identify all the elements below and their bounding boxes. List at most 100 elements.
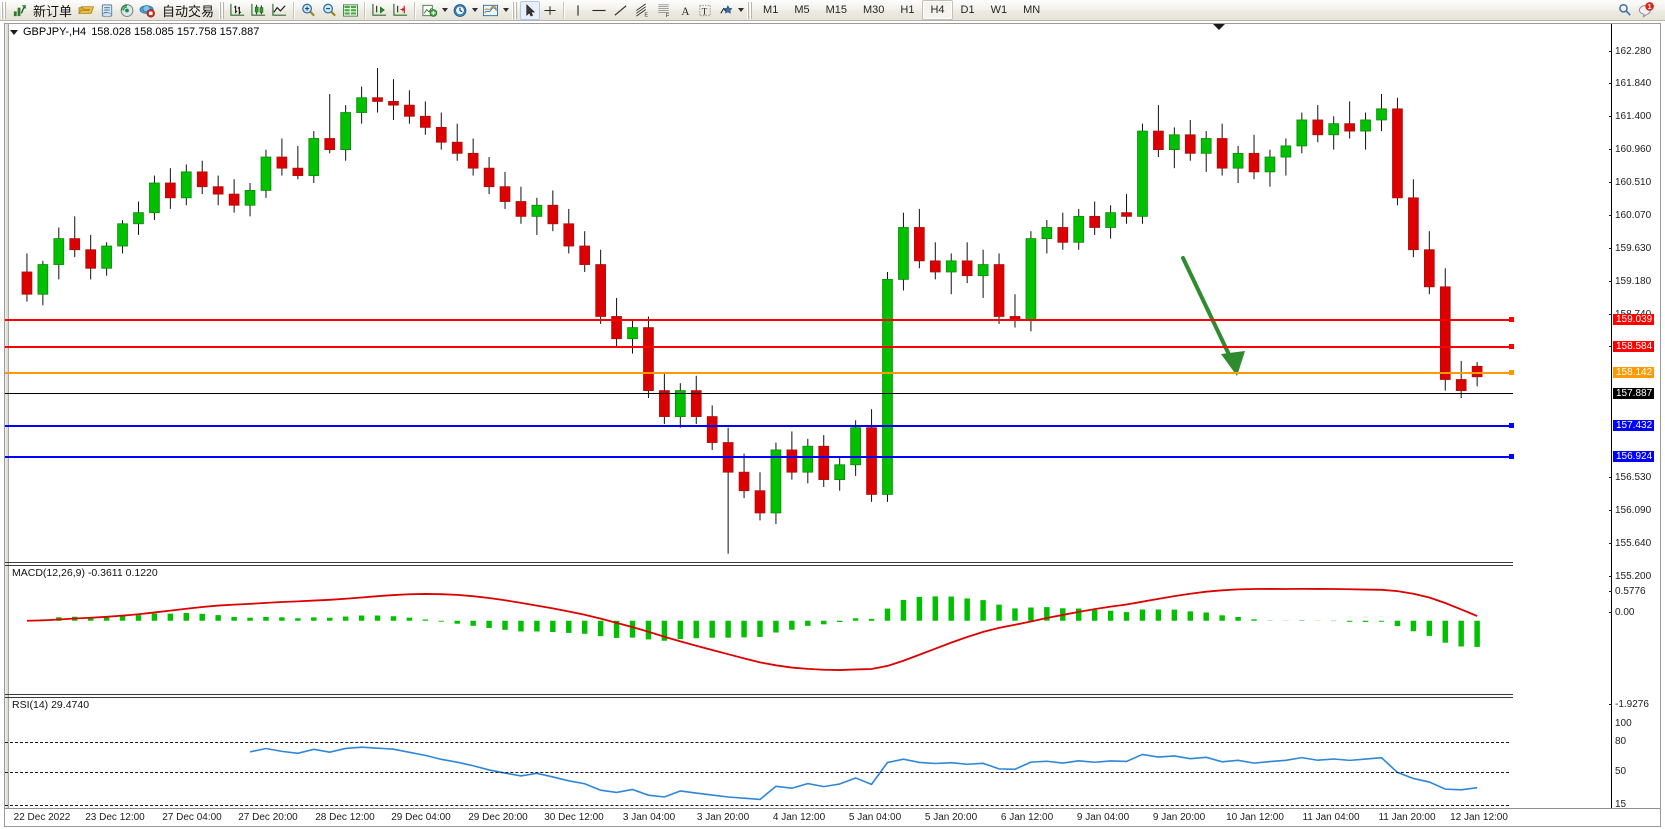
fibonacci-icon[interactable]: F xyxy=(653,1,675,20)
svg-text:F: F xyxy=(666,13,670,18)
time-tick-6: 29 Dec 20:00 xyxy=(468,812,528,823)
price-tick-12: 155.640 xyxy=(1608,539,1651,549)
timeframe-w1[interactable]: W1 xyxy=(990,4,1008,16)
price-tick-5: 160.070 xyxy=(1608,211,1651,221)
price-scale[interactable]: 162.280 161.840 161.400 160.960 160.510 … xyxy=(1608,24,1660,826)
equidistant-channel-icon[interactable]: E xyxy=(631,1,653,20)
autotrading-label[interactable]: 自动交易 xyxy=(158,1,218,20)
zoom-in-icon[interactable] xyxy=(298,1,319,20)
vertical-line-icon[interactable] xyxy=(568,1,588,20)
pivot-line[interactable] xyxy=(5,372,1513,374)
macd-tick-2: -1.9276 xyxy=(1609,700,1649,710)
autotrading-icon[interactable] xyxy=(137,1,158,20)
time-tick-8: 3 Jan 04:00 xyxy=(622,812,676,823)
resistance-line-2-handle[interactable] xyxy=(1509,344,1514,349)
price-tick-0: 162.280 xyxy=(1608,47,1651,57)
resistance-line-1-handle[interactable] xyxy=(1509,317,1514,322)
chart-shift-icon[interactable] xyxy=(390,1,411,20)
alerts-icon[interactable]: 1 xyxy=(1635,1,1657,20)
zoom-out-icon[interactable] xyxy=(319,1,340,20)
timeframe-h1[interactable]: H1 xyxy=(900,4,915,16)
toolbar-grip[interactable] xyxy=(1,1,7,19)
macd-label: MACD(12,26,9) -0.3611 0.1220 xyxy=(12,567,158,579)
line-chart-icon[interactable] xyxy=(269,1,290,20)
chart-frame[interactable]: GBPJPY-,H4 158.028 158.085 157.758 157.8… xyxy=(4,23,1661,827)
time-tick-7: 30 Dec 12:00 xyxy=(544,812,604,823)
chart-menu-triangle-icon[interactable] xyxy=(10,29,18,35)
macd-rsi-separator[interactable] xyxy=(5,694,1513,695)
chart-symbol-header[interactable]: GBPJPY-,H4 158.028 158.085 157.758 157.8… xyxy=(10,26,259,38)
svg-text:A: A xyxy=(681,5,690,17)
timeframe-h4[interactable]: H4 xyxy=(922,0,953,20)
rsi-tick-50: 50 xyxy=(1615,766,1627,777)
current-price-label: 157.887 xyxy=(1613,388,1655,399)
rsi-label: RSI(14) 29.4740 xyxy=(12,699,90,711)
pivot-line-handle[interactable] xyxy=(1509,370,1514,375)
data-window-icon[interactable] xyxy=(340,1,361,20)
trendline-icon[interactable] xyxy=(610,1,631,20)
support-line-1-handle[interactable] xyxy=(1509,423,1514,428)
time-tick-13: 6 Jan 12:00 xyxy=(1000,812,1054,823)
macd-tick-0: 0.5776 xyxy=(1609,587,1646,597)
profiles-icon[interactable] xyxy=(97,1,117,20)
time-tick-15: 9 Jan 20:00 xyxy=(1152,812,1206,823)
new-order-label[interactable]: 新订单 xyxy=(29,1,76,20)
horizontal-line-icon[interactable] xyxy=(588,1,610,20)
timeframe-mn[interactable]: MN xyxy=(1023,4,1041,16)
auto-scroll-icon[interactable] xyxy=(369,1,390,20)
templates-dropdown-caret[interactable] xyxy=(503,8,510,12)
current-price-line xyxy=(5,393,1513,394)
objects-dropdown-caret[interactable] xyxy=(738,8,745,12)
time-tick-5: 29 Dec 04:00 xyxy=(391,812,451,823)
price-tick-11: 156.090 xyxy=(1608,506,1651,516)
price-tick-4: 160.510 xyxy=(1608,178,1651,188)
time-tick-0: 22 Dec 2022 xyxy=(13,812,71,823)
price-pane[interactable] xyxy=(9,36,1513,563)
alert-badge-count: 1 xyxy=(1648,4,1652,11)
toolbar-grip-2[interactable] xyxy=(219,1,226,19)
crosshair-icon[interactable] xyxy=(540,1,560,20)
timeframe-m15[interactable]: M15 xyxy=(825,4,847,16)
toolbar-divider-4 xyxy=(563,1,566,19)
support-line-2[interactable] xyxy=(5,456,1513,458)
candlestick-chart-icon[interactable] xyxy=(248,1,269,20)
bar-chart-icon[interactable] xyxy=(227,1,248,20)
time-tick-14: 9 Jan 04:00 xyxy=(1076,812,1130,823)
timeframe-d1[interactable]: D1 xyxy=(960,4,975,16)
timeframe-m5[interactable]: M5 xyxy=(794,4,810,16)
indicators-dropdown-caret[interactable] xyxy=(442,8,449,12)
time-tick-19: 12 Jan 12:00 xyxy=(1450,812,1508,823)
search-icon[interactable] xyxy=(1615,1,1635,20)
indicators-icon[interactable] xyxy=(419,1,440,20)
templates-icon[interactable] xyxy=(480,1,501,20)
main-toolbar: 新订单 xyxy=(0,0,1665,21)
objects-icon[interactable] xyxy=(715,1,736,20)
signals-icon[interactable] xyxy=(117,1,137,20)
time-tick-17: 11 Jan 04:00 xyxy=(1302,812,1360,823)
resistance-line-1-label: 159.039 xyxy=(1613,314,1655,325)
resistance-line-1[interactable] xyxy=(5,319,1513,321)
cursor-icon[interactable] xyxy=(520,0,541,20)
rsi-tick-15: 15 xyxy=(1615,799,1627,810)
support-line-1[interactable] xyxy=(5,425,1513,427)
svg-text:E: E xyxy=(644,13,648,18)
autotrading-text: 自动交易 xyxy=(162,3,215,19)
text-label-icon[interactable]: T xyxy=(695,1,715,20)
toolbar-grip-3[interactable] xyxy=(512,1,519,19)
folder-icon[interactable] xyxy=(76,1,97,20)
support-line-2-handle[interactable] xyxy=(1509,454,1514,459)
time-axis[interactable]: 22 Dec 2022 23 Dec 12:00 27 Dec 04:00 27… xyxy=(5,808,1660,826)
price-tick-6: 159.630 xyxy=(1608,244,1651,254)
timeframe-m30[interactable]: M30 xyxy=(863,4,885,16)
new-order-icon[interactable] xyxy=(9,1,29,20)
support-line-1-label: 157.432 xyxy=(1613,420,1655,431)
text-icon[interactable]: A xyxy=(675,1,695,20)
timeframe-m1[interactable]: M1 xyxy=(763,4,779,16)
toolbar-grip-4[interactable] xyxy=(747,1,754,19)
price-tick-13: 155.200 xyxy=(1608,572,1651,582)
period-dropdown-caret[interactable] xyxy=(472,8,479,12)
price-macd-separator[interactable] xyxy=(5,562,1513,563)
period-icon[interactable] xyxy=(450,1,470,20)
resistance-line-2[interactable] xyxy=(5,346,1513,348)
